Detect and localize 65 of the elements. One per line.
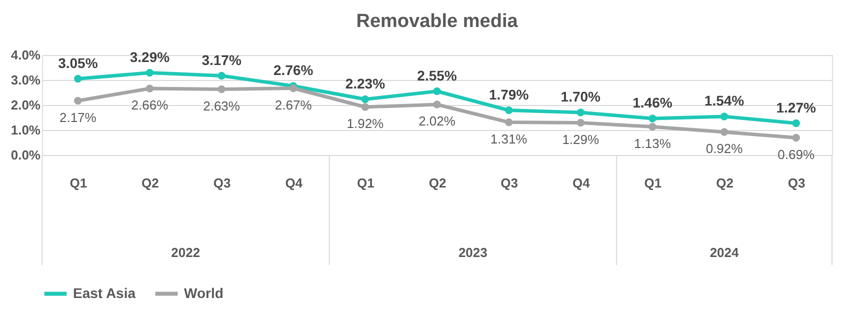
- x-tick-label: Q1: [357, 176, 374, 190]
- point: [433, 100, 441, 108]
- point: [576, 108, 585, 116]
- x-tick-label: Q2: [716, 176, 734, 190]
- data-label: 1.27%: [776, 99, 816, 116]
- point: [648, 122, 656, 131]
- text: 2022: [171, 245, 200, 260]
- text: 2024: [710, 245, 740, 260]
- data-label: 1.70%: [560, 88, 602, 104]
- x-tick-label: Q4: [285, 176, 304, 190]
- point: [289, 84, 298, 92]
- point: [74, 96, 82, 105]
- data-label: 3.29%: [130, 48, 170, 65]
- point: [648, 114, 656, 122]
- x-tick-label: Q3: [213, 176, 231, 190]
- data-label: 1.92%: [346, 116, 384, 131]
- data-label: 1.29%: [562, 132, 600, 147]
- data-label: 1.54%: [704, 92, 745, 108]
- point: [720, 128, 728, 136]
- point: [146, 68, 154, 77]
- x-tick-label: Q4: [572, 176, 591, 190]
- y-tick-label: 2.0%: [10, 98, 41, 112]
- x-tick-label: Q2: [428, 176, 446, 190]
- data-label: 2.63%: [203, 98, 240, 114]
- point: [720, 112, 728, 120]
- point: [74, 74, 82, 83]
- chart-title: Removable media: [356, 11, 518, 32]
- data-label: 1.13%: [634, 136, 672, 151]
- x-tick-label: Q3: [788, 176, 806, 190]
- point: [576, 118, 585, 127]
- data-label: 2.02%: [418, 114, 456, 128]
- y-tick-label: 0.0%: [10, 148, 41, 162]
- point: [146, 84, 154, 92]
- data-label: 2.67%: [274, 97, 312, 112]
- x-tick-label: Q1: [644, 176, 662, 190]
- y-tick-label: 4.0%: [10, 48, 41, 62]
- text: 2023: [458, 245, 488, 260]
- data-label: 1.46%: [632, 94, 673, 110]
- point: [218, 72, 226, 80]
- legend-label: East Asia: [73, 284, 136, 301]
- data-label: 2.17%: [59, 110, 97, 125]
- x-tick-label: Q3: [500, 176, 518, 190]
- x-tick-label: Q1: [70, 176, 88, 190]
- legend-label: World: [184, 284, 224, 301]
- point: [504, 118, 513, 126]
- data-label: 2.23%: [345, 75, 386, 92]
- point: [361, 95, 370, 104]
- data-label: 3.17%: [202, 52, 242, 68]
- data-label: 3.05%: [58, 54, 98, 71]
- y-tick-label: 3.0%: [10, 72, 41, 88]
- point: [361, 103, 370, 111]
- data-label: 2.66%: [131, 98, 169, 112]
- data-label: 0.92%: [706, 141, 744, 156]
- data-label: 1.79%: [488, 86, 530, 102]
- data-label: 2.55%: [417, 67, 458, 84]
- x-tick-label: Q2: [142, 176, 159, 190]
- point: [433, 87, 441, 96]
- point: [218, 85, 226, 94]
- data-label: 2.76%: [274, 62, 314, 78]
- point: [792, 134, 800, 142]
- point: [504, 106, 513, 114]
- data-label: 1.31%: [490, 131, 528, 146]
- y-tick-label: 1.0%: [10, 122, 41, 138]
- data-label: 0.69%: [778, 146, 815, 162]
- point: [792, 119, 800, 128]
